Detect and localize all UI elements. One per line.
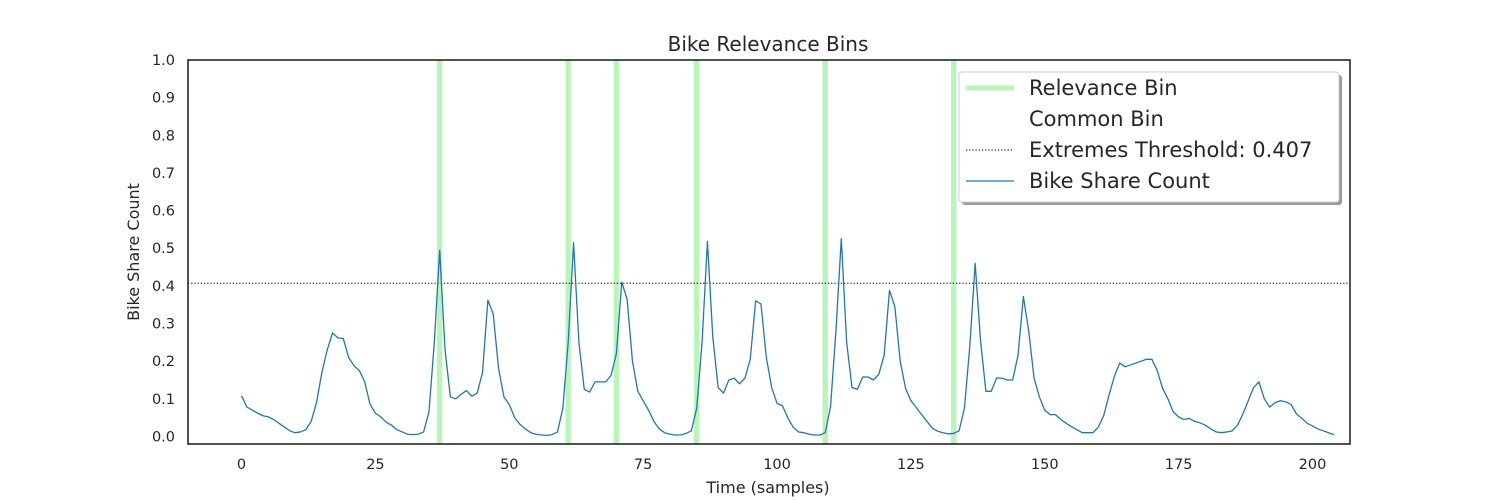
legend-label: Bike Share Count <box>1029 169 1210 193</box>
series-line-bike-share-count <box>240 238 1335 436</box>
y-tick-label: 0.6 <box>152 204 175 220</box>
y-tick-label: 0.3 <box>152 317 175 333</box>
y-tick-label: 0.2 <box>152 354 175 370</box>
x-tick-label: 0 <box>237 457 246 473</box>
relevance-bin-band-2 <box>613 60 620 444</box>
legend-label: Extremes Threshold: 0.407 <box>1029 138 1312 162</box>
y-tick-label: 0.9 <box>152 91 175 107</box>
relevance-bin-band-5 <box>951 60 957 444</box>
legend-box <box>958 71 1340 203</box>
x-tick-label: 50 <box>500 457 518 473</box>
y-tick-label: 0.1 <box>152 392 175 408</box>
relevance-bins-layer <box>437 60 957 444</box>
relevance-bin-band-3 <box>694 60 700 444</box>
legend-entry-2: Extremes Threshold: 0.407 <box>966 138 1312 162</box>
legend: Relevance Bin Common Bin Extremes Threshol… <box>958 71 1342 205</box>
x-axis-label: Time (samples) <box>705 478 829 497</box>
y-axis-label: Bike Share Count <box>124 183 143 321</box>
y-tick-label: 0.8 <box>152 128 175 144</box>
legend-entry-1: Common Bin <box>1029 107 1164 131</box>
x-tick-label: 175 <box>1165 457 1193 473</box>
y-tick-label: 0.4 <box>152 279 175 295</box>
relevance-bin-band-4 <box>822 60 828 444</box>
chart-title: Bike Relevance Bins <box>668 32 869 56</box>
x-tick-label: 75 <box>634 457 652 473</box>
series-layer <box>240 238 1335 436</box>
x-tick-label: 125 <box>897 457 925 473</box>
x-tick-label: 100 <box>763 457 791 473</box>
y-tick-label: 1.0 <box>152 53 175 69</box>
y-tick-label: 0.0 <box>152 429 175 445</box>
legend-entry-0: Relevance Bin <box>966 76 1178 100</box>
legend-entry-3: Bike Share Count <box>966 169 1210 193</box>
x-tick-label: 150 <box>1031 457 1059 473</box>
relevance-bin-band-1 <box>565 60 571 444</box>
legend-label: Relevance Bin <box>1029 76 1178 100</box>
y-tick-label: 0.7 <box>152 166 175 182</box>
axes-layer: 0 25 50 75 100 125 150 175 200 0.0 0.1 0.2 0.3 0.4 0.5… <box>152 53 1351 473</box>
legend-items: Relevance Bin Common Bin Extremes Threshol… <box>966 76 1312 193</box>
y-tick-label: 0.5 <box>152 241 175 257</box>
x-tick-label: 200 <box>1299 457 1327 473</box>
plot-frame <box>187 59 1351 445</box>
legend-label: Common Bin <box>1029 107 1164 131</box>
x-tick-label: 25 <box>366 457 384 473</box>
